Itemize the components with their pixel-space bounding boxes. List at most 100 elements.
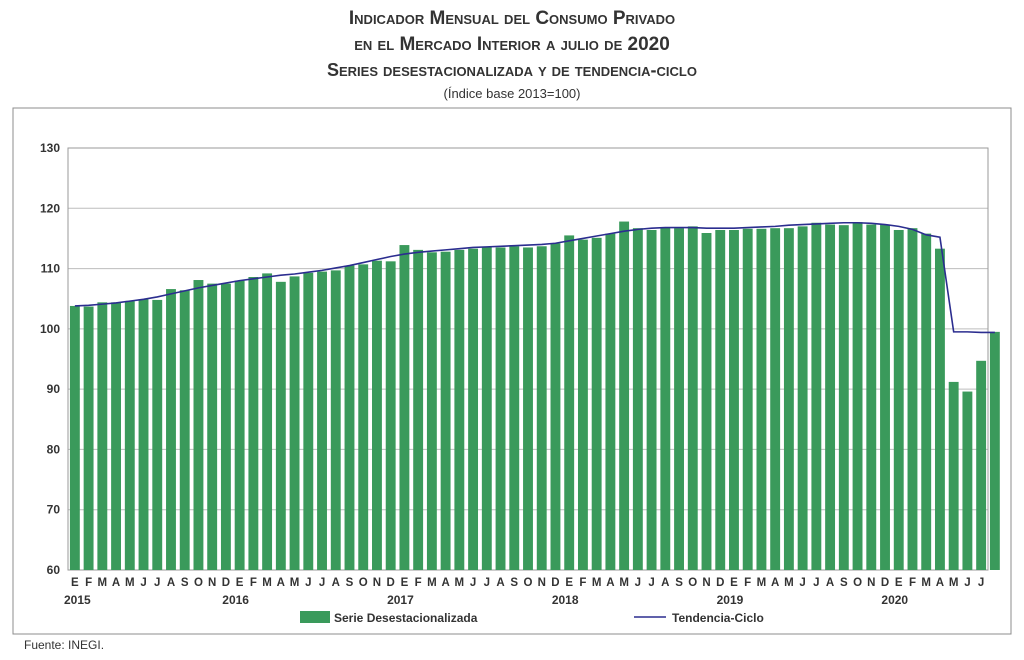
x-month-label: M: [949, 577, 959, 589]
bar: [838, 225, 849, 570]
bar: [715, 229, 726, 570]
x-month-label: A: [167, 577, 175, 589]
x-month-label: E: [236, 577, 244, 589]
y-tick-label: 130: [40, 141, 60, 155]
bar: [797, 226, 808, 570]
bar: [948, 381, 959, 570]
bar: [152, 299, 163, 570]
x-month-label: E: [401, 577, 409, 589]
bar: [234, 280, 245, 570]
x-month-label: J: [470, 577, 476, 589]
x-month-label: M: [262, 577, 272, 589]
x-year-label: 2017: [387, 593, 414, 607]
x-month-label: J: [978, 577, 984, 589]
x-month-label: A: [771, 577, 779, 589]
bar: [811, 222, 822, 571]
bar: [770, 228, 781, 570]
bar: [605, 233, 616, 570]
x-month-label: N: [867, 577, 875, 589]
x-month-label: N: [208, 577, 216, 589]
chart-subtitle: Series desestacionalizada y de tendencia…: [326, 60, 697, 80]
x-month-label: S: [346, 577, 354, 589]
bar: [440, 251, 451, 571]
x-month-label: D: [222, 577, 230, 589]
x-month-label: A: [936, 577, 944, 589]
bar: [358, 264, 369, 570]
bar: [262, 273, 273, 570]
trend-line: [74, 221, 995, 334]
x-month-label: A: [606, 577, 614, 589]
x-month-label: A: [332, 577, 340, 589]
bar: [344, 265, 355, 570]
x-month-label: J: [635, 577, 641, 589]
x-month-label: J: [484, 577, 490, 589]
x-month-label: M: [619, 577, 629, 589]
x-month-label: M: [592, 577, 602, 589]
bar: [372, 260, 382, 570]
x-month-label: A: [826, 577, 834, 589]
y-tick-label: 100: [40, 322, 60, 336]
bar: [179, 290, 190, 570]
y-tick-label: 60: [47, 563, 61, 577]
chart-title-line-2: en el Mercado Interior a julio de 2020: [354, 34, 670, 55]
x-month-label: A: [112, 577, 120, 589]
x-month-label: O: [359, 577, 368, 589]
bar: [509, 246, 520, 570]
x-month-label: M: [455, 577, 465, 589]
y-tick-label: 110: [41, 262, 61, 276]
bar: [193, 280, 204, 570]
x-month-label: N: [702, 577, 710, 589]
x-month-label: J: [964, 577, 970, 589]
bar: [619, 221, 630, 570]
x-month-label: D: [551, 577, 559, 589]
x-month-label: S: [840, 577, 848, 589]
x-month-label: M: [98, 577, 108, 589]
x-month-label: M: [784, 577, 794, 589]
bar: [330, 270, 341, 570]
bar: [866, 224, 877, 570]
bar: [399, 245, 410, 570]
bar: [852, 222, 863, 570]
bar: [248, 277, 259, 570]
bar: [385, 261, 396, 570]
bar: [756, 228, 767, 571]
bar: [825, 224, 836, 570]
bar: [893, 229, 904, 570]
bar: [921, 233, 932, 570]
x-month-label: F: [744, 577, 751, 589]
x-month-label: N: [373, 577, 381, 589]
x-month-label: M: [427, 577, 437, 589]
x-month-label: F: [579, 577, 586, 589]
bar: [976, 360, 987, 570]
x-month-label: E: [895, 577, 903, 589]
bar: [275, 281, 286, 570]
bar: [591, 237, 602, 570]
bar: [632, 228, 643, 570]
chart-title-line-1: Indicador Mensual del Consumo Privado: [348, 8, 676, 29]
x-month-label: N: [538, 577, 546, 589]
y-tick-label: 120: [40, 201, 60, 215]
x-month-label: A: [441, 577, 449, 589]
x-month-label: F: [85, 577, 92, 589]
x-year-label: 2019: [717, 593, 744, 607]
x-month-label: S: [181, 577, 189, 589]
y-tick-label: 80: [47, 442, 61, 456]
bar: [687, 226, 698, 570]
x-year-label: 2020: [881, 593, 908, 607]
x-month-label: F: [250, 577, 257, 589]
x-month-label: D: [881, 577, 889, 589]
y-tick-label: 70: [47, 503, 61, 517]
x-month-label: J: [140, 577, 146, 589]
x-month-label: F: [909, 577, 916, 589]
x-month-label: J: [305, 577, 311, 589]
bar: [660, 227, 671, 570]
chart-index-base-note: (Índice base 2013=100): [443, 86, 581, 101]
bar: [426, 252, 437, 570]
legend-swatch-bars: [300, 611, 330, 623]
bar: [69, 305, 80, 570]
x-month-label: O: [688, 577, 697, 589]
x-month-label: J: [648, 577, 654, 589]
x-month-label: A: [496, 577, 504, 589]
x-month-label: O: [194, 577, 203, 589]
x-month-label: M: [125, 577, 135, 589]
